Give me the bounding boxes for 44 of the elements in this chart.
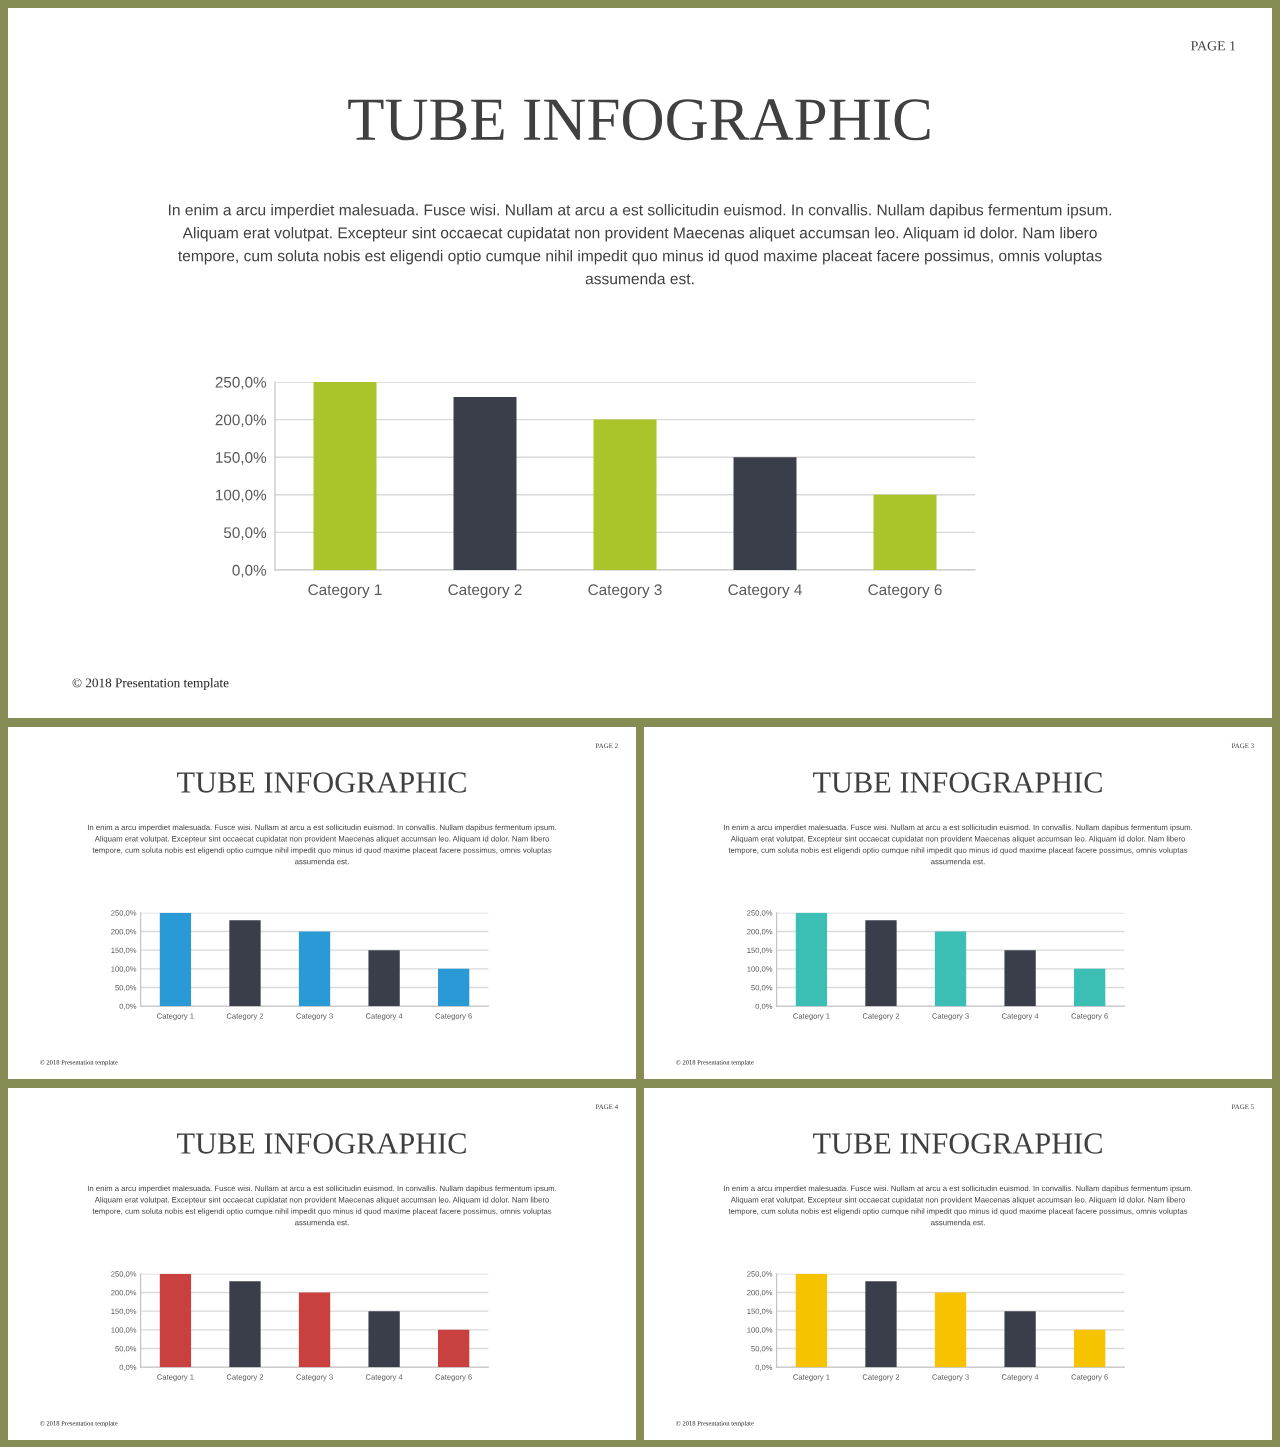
bar bbox=[865, 1281, 897, 1368]
bar bbox=[298, 1292, 331, 1368]
x-tick-label: Category 1 bbox=[308, 584, 382, 599]
bar bbox=[159, 912, 192, 1007]
x-tick-label: Category 6 bbox=[868, 584, 942, 599]
bar bbox=[795, 912, 828, 1007]
y-tick-label: 50,0% bbox=[223, 527, 267, 540]
bar bbox=[593, 419, 657, 570]
chart-title: TUBE INFOGRAPHIC bbox=[813, 1133, 1102, 1154]
bar bbox=[159, 1273, 192, 1368]
chart-title: TUBE INFOGRAPHIC bbox=[177, 772, 466, 793]
bar bbox=[733, 457, 797, 570]
bar bbox=[298, 931, 331, 1007]
bar bbox=[1004, 950, 1036, 1007]
bar bbox=[795, 1273, 828, 1368]
bar bbox=[1074, 968, 1106, 1007]
bar bbox=[229, 1281, 261, 1368]
y-tick-label: 100,0% bbox=[216, 489, 267, 503]
bar bbox=[865, 920, 897, 1007]
chart-title: TUBE INFOGRAPHIC bbox=[348, 99, 930, 141]
y-tick-label: 150,0% bbox=[216, 452, 267, 465]
chart-subtitle: In enim a arcu imperdiet malesuada. Fusce wisi. Nullam at arcu a est sollicitudin euismod. In convallis. Nullam dapibus fermentum ipsum. Aliquam erat volutpat. Excepteur sint occaecat cupidatat non provident Maecenas aliquet accumsan leo. Aliquam id dolor. Nam libero tempore, cum soluta nobis est eligendi optio cumque nihil impedit quo minus id quod maxime placeat facere possimus, omnis voluptas assumenda est. bbox=[168, 204, 1112, 285]
text: © 2018 Presentation template bbox=[72, 678, 229, 690]
chart-title: TUBE INFOGRAPHIC bbox=[177, 1133, 466, 1154]
x-tick-label: Category 3 bbox=[588, 584, 662, 599]
bar bbox=[1074, 1329, 1106, 1368]
bar bbox=[934, 1292, 967, 1368]
bar bbox=[438, 1329, 470, 1368]
y-tick-label: 200,0% bbox=[215, 414, 267, 428]
chart-title: TUBE INFOGRAPHIC bbox=[813, 772, 1102, 793]
x-tick-label: Category 2 bbox=[448, 584, 522, 599]
bar bbox=[934, 931, 967, 1007]
bar bbox=[313, 382, 377, 570]
bar bbox=[453, 397, 517, 570]
bar bbox=[1004, 1311, 1036, 1368]
bar bbox=[873, 494, 937, 570]
x-tick-label: Category 4 bbox=[728, 584, 802, 599]
y-tick-label: 0,0% bbox=[232, 564, 267, 578]
y-tick-label: 250,0% bbox=[215, 376, 267, 390]
bar bbox=[438, 968, 470, 1007]
bar bbox=[368, 950, 400, 1007]
bar bbox=[229, 920, 261, 1007]
text: PAGE 1 bbox=[1190, 41, 1236, 51]
bar bbox=[368, 1311, 400, 1368]
